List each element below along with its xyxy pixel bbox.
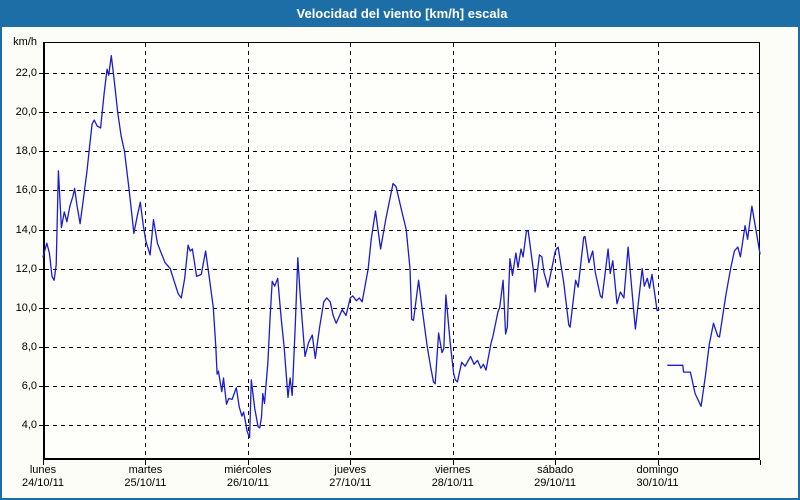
x-axis-day-label: domingo 30/10/11 — [613, 464, 703, 490]
day-date: 30/10/11 — [636, 477, 679, 489]
plot-area — [39, 42, 761, 465]
y-tick-label: 22,0 — [15, 67, 37, 80]
chart-title: Velocidad del viento [km/h] escala — [296, 6, 508, 21]
day-date: 25/10/11 — [124, 477, 167, 489]
y-tick-label: 4,0 — [21, 418, 37, 431]
y-tick-label: 18,0 — [15, 145, 37, 158]
x-axis-day-label: sábado 29/10/11 — [510, 464, 600, 490]
y-tick-label: 16,0 — [15, 184, 37, 197]
x-axis-day-label: lunes 24/10/11 — [0, 464, 88, 490]
day-date: 28/10/11 — [431, 477, 474, 489]
day-name: sábado — [537, 464, 574, 476]
day-name: lunes — [29, 464, 57, 476]
x-axis-day-label: jueves 27/10/11 — [305, 464, 395, 490]
day-date: 24/10/11 — [21, 477, 64, 489]
wind-speed-line — [667, 205, 761, 407]
day-name: viernes — [434, 464, 471, 476]
day-name: martes — [128, 464, 163, 476]
day-name: miércoles — [224, 464, 272, 476]
x-axis-day-label: martes 25/10/11 — [100, 464, 190, 490]
day-date: 26/10/11 — [226, 477, 269, 489]
wind-speed-chart: km/h 4,0 6,0 8,0 10,0 12,0 14,0 16,0 18,0 20,0 22… — [2, 27, 798, 496]
y-tick-label: 6,0 — [21, 379, 37, 392]
y-tick-label: 12,0 — [15, 262, 37, 275]
day-date: 29/10/11 — [534, 477, 577, 489]
day-date: 27/10/11 — [329, 477, 372, 489]
x-axis-day-label: viernes 28/10/11 — [408, 464, 498, 490]
y-tick-label: 8,0 — [21, 340, 37, 353]
x-axis-day-label: miércoles 26/10/11 — [203, 464, 293, 490]
y-tick-label: 20,0 — [15, 106, 37, 119]
y-tick-label: 14,0 — [15, 223, 37, 236]
y-tick-label: 10,0 — [15, 301, 37, 314]
day-name: domingo — [636, 464, 679, 476]
chart-title-bar: Velocidad del viento [km/h] escala — [2, 0, 800, 27]
day-name: jueves — [334, 464, 367, 476]
y-axis-unit-label: km/h — [13, 36, 37, 48]
wind-speed-line — [42, 55, 660, 439]
